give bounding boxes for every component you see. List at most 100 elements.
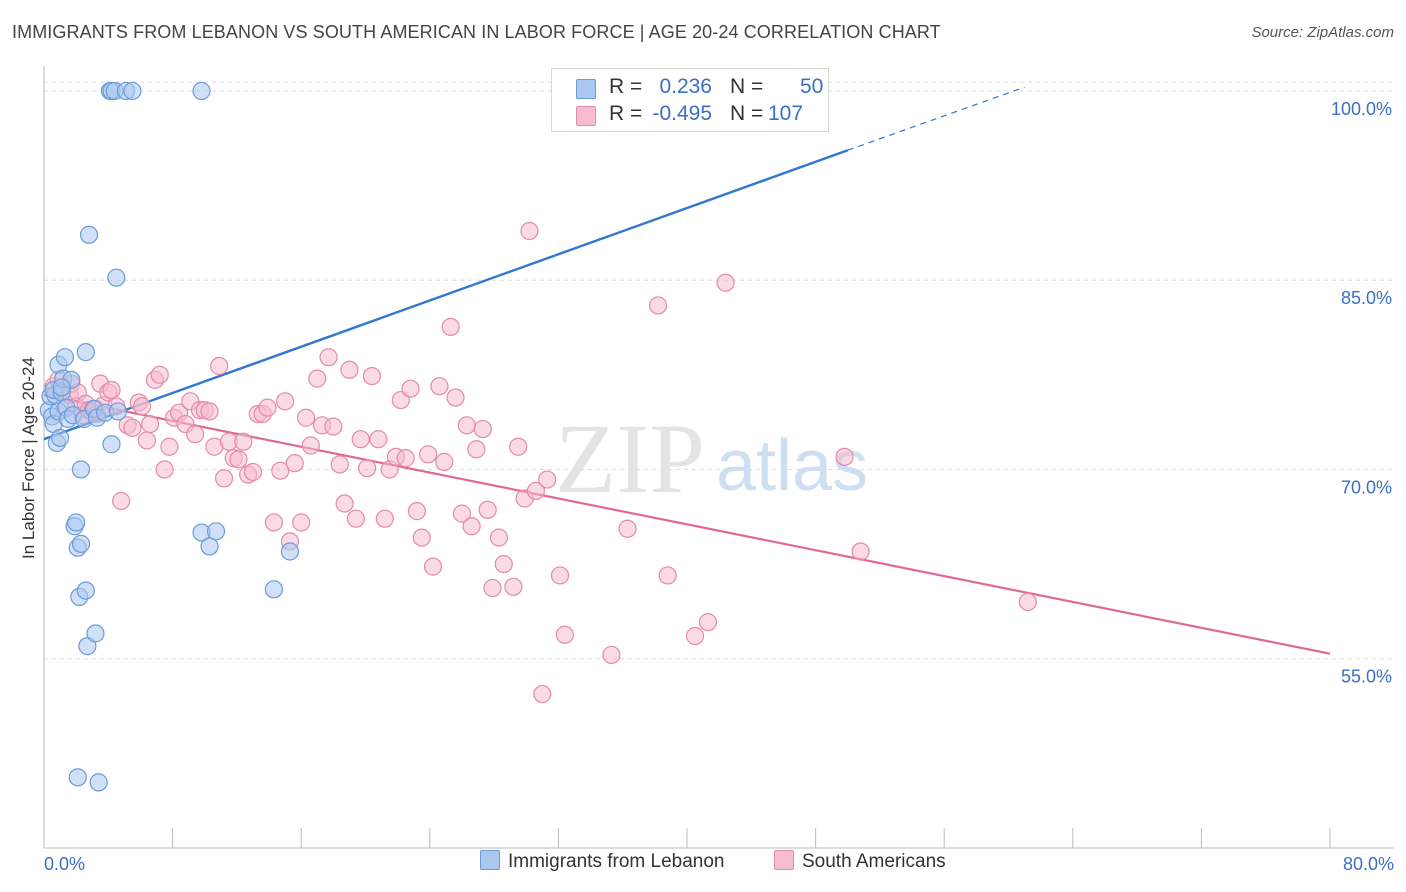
point-south-americans bbox=[155, 460, 174, 479]
point-south-americans bbox=[271, 461, 290, 480]
bottom-legend-lebanon: Immigrants from Lebanon bbox=[480, 850, 725, 873]
point-south-americans bbox=[301, 436, 320, 455]
bottom-legend-swatch-blue bbox=[480, 850, 500, 870]
point-south-americans bbox=[330, 455, 349, 474]
y-tick-label: 100.0% bbox=[1331, 99, 1392, 119]
point-south-americans bbox=[412, 528, 431, 547]
point-lebanon bbox=[86, 624, 105, 643]
point-south-americans bbox=[835, 447, 854, 466]
source-label: Source: ZipAtlas.com bbox=[1251, 24, 1394, 41]
point-south-americans bbox=[401, 379, 420, 398]
point-south-americans bbox=[618, 519, 637, 538]
point-lebanon bbox=[76, 581, 95, 600]
y-tick-label: 55.0% bbox=[1341, 667, 1392, 687]
point-south-americans bbox=[229, 450, 248, 469]
point-lebanon bbox=[264, 580, 283, 599]
watermark-atlas: atlas bbox=[716, 426, 868, 506]
point-south-americans bbox=[243, 462, 263, 482]
point-south-americans bbox=[435, 452, 454, 471]
trend-line-lebanon-extension bbox=[847, 86, 1025, 151]
trend-line-lebanon bbox=[43, 149, 849, 441]
bottom-legend-swatch-pink bbox=[774, 850, 794, 870]
point-lebanon bbox=[71, 460, 91, 479]
point-lebanon bbox=[89, 773, 108, 792]
bottom-legend-label-south-americans: South Americans bbox=[802, 851, 946, 872]
legend-r-label: R = bbox=[609, 102, 643, 125]
point-south-americans bbox=[140, 414, 160, 434]
point-south-americans bbox=[504, 577, 523, 596]
legend-r-label: R = bbox=[609, 75, 643, 98]
point-south-americans bbox=[698, 613, 717, 632]
point-south-americans bbox=[369, 430, 388, 449]
point-lebanon bbox=[107, 268, 126, 287]
point-south-americans bbox=[112, 491, 131, 511]
point-south-americans bbox=[102, 380, 121, 400]
point-lebanon bbox=[50, 428, 70, 448]
point-lebanon bbox=[55, 348, 74, 367]
point-south-americans bbox=[264, 513, 283, 532]
legend-row-lebanon: R = 0.236 N = 50 bbox=[552, 73, 828, 101]
legend-swatch-blue bbox=[576, 79, 596, 99]
point-south-americans bbox=[407, 502, 427, 521]
point-south-americans bbox=[446, 388, 465, 407]
point-south-americans bbox=[358, 459, 377, 478]
point-lebanon bbox=[102, 435, 121, 454]
point-south-americans bbox=[467, 440, 486, 459]
point-south-americans bbox=[276, 392, 295, 411]
trend-line-south-americans bbox=[43, 393, 1331, 655]
point-south-americans bbox=[335, 494, 354, 513]
bottom-legend-label-lebanon: Immigrants from Lebanon bbox=[508, 851, 725, 872]
x-tick-label-max: 80.0% bbox=[1343, 854, 1394, 874]
point-south-americans bbox=[258, 398, 277, 417]
bottom-legend-south-americans: South Americans bbox=[774, 850, 946, 873]
point-lebanon bbox=[76, 343, 95, 362]
point-south-americans bbox=[160, 437, 179, 456]
point-lebanon bbox=[108, 402, 128, 421]
point-south-americans bbox=[308, 369, 327, 388]
point-south-americans bbox=[602, 645, 621, 665]
point-south-americans bbox=[423, 557, 443, 576]
legend-r-value-south-americans: -0.495 bbox=[652, 102, 712, 125]
legend-n-label: N = bbox=[730, 75, 764, 98]
chart-title: IMMIGRANTS FROM LEBANON VS SOUTH AMERICA… bbox=[12, 22, 941, 42]
point-south-americans bbox=[441, 317, 460, 336]
legend-n-label: N = bbox=[730, 102, 764, 125]
point-south-americans bbox=[452, 504, 472, 523]
point-south-americans bbox=[340, 360, 359, 379]
legend-n-value-south-americans: 107 bbox=[768, 102, 804, 125]
point-south-americans bbox=[533, 684, 552, 704]
y-tick-label: 70.0% bbox=[1341, 477, 1392, 497]
point-south-americans bbox=[1018, 592, 1037, 612]
point-south-americans bbox=[419, 445, 438, 464]
legend-row-south-americans: R = -0.495 N = 107 bbox=[552, 100, 828, 128]
point-south-americans bbox=[346, 509, 365, 528]
point-south-americans bbox=[430, 377, 449, 396]
point-south-americans bbox=[478, 500, 497, 519]
point-south-americans bbox=[351, 430, 370, 449]
watermark-zip: ZIP bbox=[555, 403, 705, 514]
point-south-americans bbox=[509, 437, 528, 456]
point-south-americans bbox=[489, 528, 509, 547]
point-south-americans bbox=[210, 356, 229, 376]
point-south-americans bbox=[473, 419, 492, 439]
point-south-americans bbox=[555, 625, 574, 644]
point-south-americans bbox=[483, 578, 502, 598]
point-south-americans bbox=[324, 417, 343, 436]
legend-swatch-pink bbox=[576, 106, 596, 126]
point-south-americans bbox=[137, 431, 156, 450]
point-lebanon bbox=[192, 81, 211, 101]
point-south-americans bbox=[457, 416, 476, 435]
point-south-americans bbox=[186, 425, 205, 444]
point-lebanon bbox=[206, 522, 226, 541]
point-south-americans bbox=[526, 481, 545, 501]
point-lebanon bbox=[79, 225, 99, 244]
point-south-americans bbox=[520, 221, 539, 241]
point-south-americans bbox=[716, 273, 735, 292]
point-south-americans bbox=[462, 517, 481, 536]
point-south-americans bbox=[648, 296, 668, 315]
point-south-americans bbox=[550, 566, 570, 585]
point-south-americans bbox=[319, 348, 338, 367]
point-lebanon bbox=[280, 542, 300, 561]
point-south-americans bbox=[234, 432, 253, 451]
